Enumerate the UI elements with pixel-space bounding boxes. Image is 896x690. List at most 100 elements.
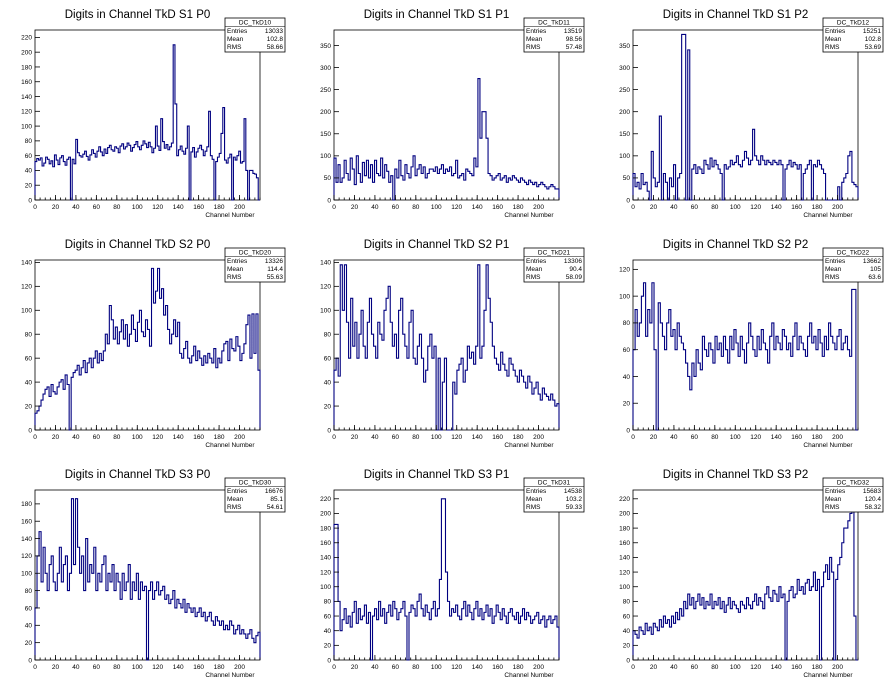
stats-rms-value: 59.33	[566, 504, 583, 511]
x-tick-label: 120	[451, 204, 462, 211]
stats-entries-value: 15683	[863, 488, 881, 495]
y-tick-label: 0	[626, 427, 630, 434]
x-tick-label: 200	[533, 664, 544, 671]
stats-name: DC_TkD30	[239, 480, 272, 487]
x-tick-label: 80	[412, 664, 420, 671]
y-tick-label: 40	[25, 168, 33, 175]
y-tick-label: 350	[619, 43, 630, 50]
stats-entries-value: 13306	[564, 258, 582, 265]
y-tick-label: 100	[619, 293, 630, 300]
stats-entries-value: 15251	[863, 28, 881, 35]
stats-box	[822, 247, 884, 283]
x-tick-label: 0	[631, 204, 635, 211]
stats-name: DC_TkD22	[837, 250, 870, 257]
y-tick-label: 80	[25, 138, 33, 145]
x-tick-label: 60	[691, 204, 699, 211]
plot-frame	[34, 489, 261, 661]
y-tick-label: 160	[320, 540, 331, 547]
histogram-series	[333, 78, 560, 201]
x-tick-label: 60	[93, 664, 101, 671]
stats-box	[224, 247, 286, 283]
x-tick-label: 60	[691, 664, 699, 671]
y-tick-label: 200	[320, 511, 331, 518]
stats-rms-label: RMS	[825, 44, 840, 51]
plot-frame	[632, 29, 859, 201]
x-tick-label: 200	[533, 434, 544, 441]
x-tick-label: 140	[771, 204, 782, 211]
x-tick-label: 200	[533, 204, 544, 211]
y-tick-label: 220	[619, 496, 630, 503]
stats-name: DC_TkD31	[538, 480, 571, 487]
y-tick-label: 250	[619, 87, 630, 94]
x-tick-label: 20	[650, 204, 658, 211]
stats-name: DC_TkD32	[837, 480, 870, 487]
y-tick-label: 40	[623, 374, 631, 381]
y-tick-label: 120	[21, 109, 32, 116]
stats-mean-label: Mean	[526, 496, 543, 503]
x-axis-label: Channel Number	[803, 212, 853, 219]
stats-rms-label: RMS	[526, 504, 541, 511]
x-tick-label: 140	[173, 204, 184, 211]
x-tick-label: 20	[351, 664, 359, 671]
x-tick-label: 180	[513, 664, 524, 671]
y-tick-label: 200	[21, 49, 32, 56]
histogram-series	[34, 267, 261, 431]
x-tick-label: 40	[72, 204, 80, 211]
y-tick-label: 140	[21, 94, 32, 101]
x-tick-label: 200	[234, 204, 245, 211]
y-tick-label: 140	[21, 260, 32, 267]
y-tick-label: 0	[327, 197, 331, 204]
y-tick-label: 300	[619, 65, 630, 72]
stats-name: DC_TkD21	[538, 250, 571, 257]
x-tick-label: 120	[152, 204, 163, 211]
y-tick-label: 100	[21, 571, 32, 578]
stats-mean-value: 105	[870, 266, 881, 273]
stats-mean-value: 114.4	[267, 266, 283, 273]
x-tick-label: 40	[72, 664, 80, 671]
x-tick-label: 120	[750, 664, 761, 671]
x-tick-label: 120	[451, 434, 462, 441]
histogram-series	[333, 264, 560, 431]
x-tick-label: 40	[371, 204, 379, 211]
x-tick-label: 80	[711, 664, 719, 671]
y-tick-label: 140	[21, 536, 32, 543]
x-tick-label: 80	[711, 204, 719, 211]
y-tick-label: 40	[324, 628, 332, 635]
x-tick-label: 20	[650, 434, 658, 441]
x-tick-label: 160	[791, 204, 802, 211]
stats-mean-value: 90.4	[569, 266, 582, 273]
x-tick-label: 60	[392, 204, 400, 211]
panel-title: Digits in Channel TkD S2 P2	[663, 239, 809, 251]
x-axis-label: Channel Number	[803, 672, 853, 679]
stats-name: DC_TkD11	[538, 20, 570, 27]
stats-entries-label: Entries	[526, 488, 547, 495]
x-tick-label: 120	[152, 434, 163, 441]
x-tick-label: 60	[691, 434, 699, 441]
stats-rms-value: 57.48	[566, 44, 583, 51]
stats-mean-label: Mean	[825, 496, 842, 503]
x-tick-label: 20	[650, 664, 658, 671]
x-tick-label: 100	[431, 204, 442, 211]
x-tick-label: 0	[33, 664, 37, 671]
x-tick-label: 60	[93, 434, 101, 441]
y-tick-label: 200	[619, 511, 630, 518]
x-tick-label: 40	[670, 204, 678, 211]
stats-box	[822, 477, 884, 513]
y-tick-label: 0	[28, 657, 32, 664]
x-tick-label: 180	[513, 204, 524, 211]
y-tick-label: 50	[324, 175, 332, 182]
y-tick-label: 120	[619, 569, 630, 576]
y-tick-label: 140	[619, 555, 630, 562]
stats-mean-value: 102.8	[267, 36, 284, 43]
x-tick-label: 20	[52, 204, 60, 211]
stats-mean-label: Mean	[227, 496, 244, 503]
x-axis-label: Channel Number	[504, 212, 554, 219]
x-axis-label: Channel Number	[504, 442, 554, 449]
y-tick-label: 140	[320, 555, 331, 562]
stats-rms-label: RMS	[526, 44, 541, 51]
x-tick-label: 100	[132, 434, 143, 441]
stats-mean-label: Mean	[825, 266, 842, 273]
y-tick-label: 100	[619, 584, 630, 591]
x-tick-label: 200	[234, 664, 245, 671]
x-tick-label: 180	[214, 204, 225, 211]
